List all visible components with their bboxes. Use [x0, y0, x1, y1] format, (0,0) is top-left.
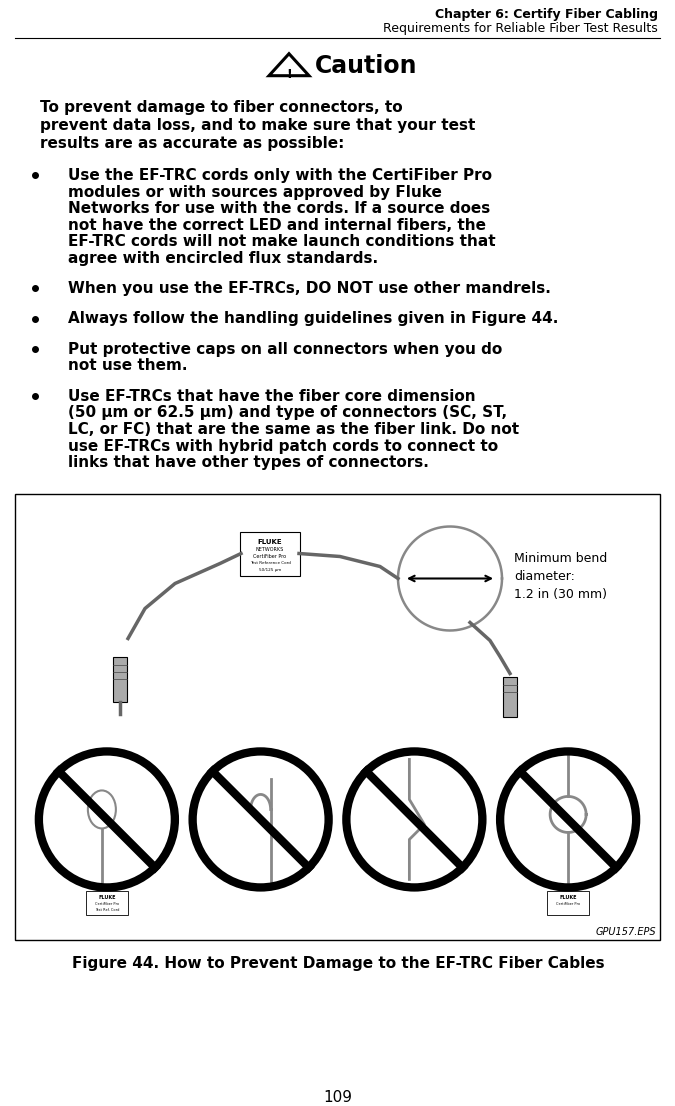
Text: not use them.: not use them.	[68, 358, 188, 374]
Text: CertiFiber Pro: CertiFiber Pro	[556, 902, 580, 907]
Bar	[113, 657, 127, 701]
Text: 50/125 µm: 50/125 µm	[259, 568, 281, 573]
Text: FLUKE: FLUKE	[560, 895, 577, 900]
Text: NETWORKS: NETWORKS	[256, 547, 284, 552]
Text: Test Reference Cord: Test Reference Cord	[250, 562, 290, 565]
Text: FLUKE: FLUKE	[98, 895, 115, 900]
Text: prevent data loss, and to make sure that your test: prevent data loss, and to make sure that…	[40, 118, 475, 133]
FancyBboxPatch shape	[547, 891, 589, 916]
Text: results are as accurate as possible:: results are as accurate as possible:	[40, 136, 344, 152]
Text: links that have other types of connectors.: links that have other types of connector…	[68, 455, 429, 470]
Bar	[503, 677, 517, 717]
FancyBboxPatch shape	[86, 891, 128, 916]
Text: LC, or FC) that are the same as the fiber link. Do not: LC, or FC) that are the same as the fibe…	[68, 422, 519, 437]
Text: Requirements for Reliable Fiber Test Results: Requirements for Reliable Fiber Test Res…	[383, 22, 658, 35]
Text: FLUKE: FLUKE	[258, 539, 282, 544]
Text: CertiFiber Pro: CertiFiber Pro	[95, 902, 119, 907]
FancyBboxPatch shape	[240, 532, 300, 575]
Text: !: !	[286, 67, 292, 81]
Text: 109: 109	[323, 1091, 352, 1105]
Text: Figure 44. How to Prevent Damage to the EF-TRC Fiber Cables: Figure 44. How to Prevent Damage to the …	[72, 956, 604, 971]
Text: GPU157.EPS: GPU157.EPS	[595, 927, 656, 937]
Text: (50 µm or 62.5 µm) and type of connectors (SC, ST,: (50 µm or 62.5 µm) and type of connector…	[68, 406, 507, 420]
Text: Caution: Caution	[315, 54, 418, 79]
Text: not have the correct LED and internal fibers, the: not have the correct LED and internal fi…	[68, 218, 486, 232]
Text: Put protective caps on all connectors when you do: Put protective caps on all connectors wh…	[68, 342, 502, 357]
Text: Chapter 6: Certify Fiber Cabling: Chapter 6: Certify Fiber Cabling	[435, 8, 658, 21]
Text: modules or with sources approved by Fluke: modules or with sources approved by Fluk…	[68, 185, 442, 199]
Text: EF-TRC cords will not make launch conditions that: EF-TRC cords will not make launch condit…	[68, 234, 495, 249]
Text: Minimum bend
diameter:
1.2 in (30 mm): Minimum bend diameter: 1.2 in (30 mm)	[514, 552, 608, 601]
Text: When you use the EF-TRCs, DO NOT use other mandrels.: When you use the EF-TRCs, DO NOT use oth…	[68, 281, 551, 296]
Text: Always follow the handling guidelines given in Figure 44.: Always follow the handling guidelines gi…	[68, 312, 558, 326]
Bar	[15, 493, 660, 940]
Text: agree with encircled flux standards.: agree with encircled flux standards.	[68, 250, 378, 265]
Text: CertiFiber Pro: CertiFiber Pro	[253, 554, 287, 559]
Text: Networks for use with the cords. If a source does: Networks for use with the cords. If a so…	[68, 201, 490, 216]
Text: Use the EF-TRC cords only with the CertiFiber Pro: Use the EF-TRC cords only with the Certi…	[68, 168, 492, 182]
Text: use EF-TRCs with hybrid patch cords to connect to: use EF-TRCs with hybrid patch cords to c…	[68, 438, 498, 453]
Text: Test Ref. Cord: Test Ref. Cord	[95, 908, 119, 912]
Text: To prevent damage to fiber connectors, to: To prevent damage to fiber connectors, t…	[40, 100, 402, 115]
Text: Use EF-TRCs that have the fiber core dimension: Use EF-TRCs that have the fiber core dim…	[68, 389, 476, 404]
